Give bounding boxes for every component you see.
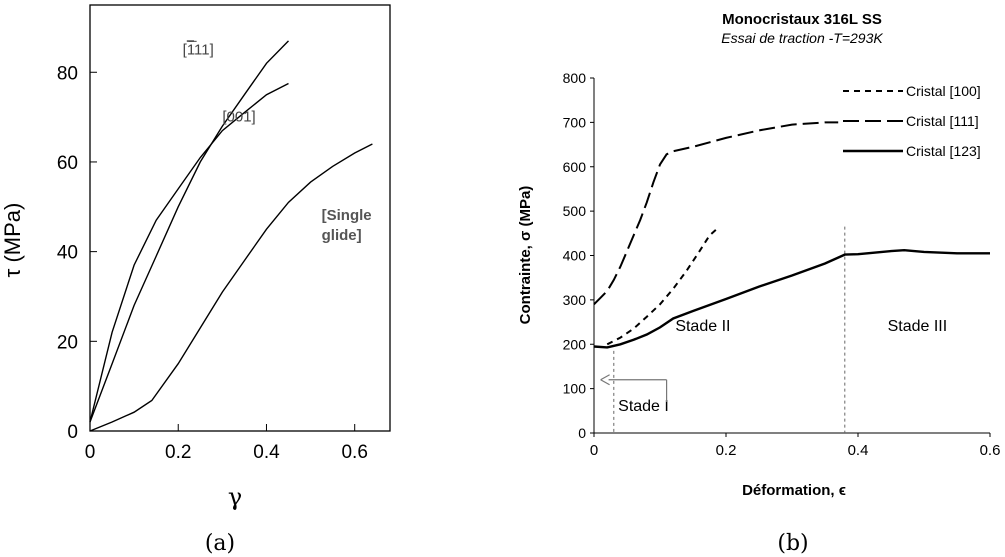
chart-b-legend: Cristal [100] Cristal [111] Cristal [123] bbox=[843, 83, 981, 159]
chart-b-stage-lines bbox=[613, 226, 846, 433]
chart-b-y-tick-label-0: 0 bbox=[578, 425, 586, 441]
chart-a-series-line-0 bbox=[89, 40, 289, 423]
chart-b-x-label: Déformation, ϵ bbox=[742, 482, 846, 499]
chart-a-y-ticks: 0 20 40 60 80 bbox=[57, 63, 97, 443]
chart-a-y-tick-label-0: 0 bbox=[67, 422, 78, 443]
chart-a: 0 0.2 0.4 0.6 0 20 40 60 80 [111] [001] [Single gl… bbox=[0, 4, 391, 556]
chart-a-y-tick-label-3: 60 bbox=[57, 153, 78, 174]
chart-a-x-ticks: 0 0.2 0.4 0.6 bbox=[85, 424, 368, 463]
chart-b-y-tick-label-3: 300 bbox=[563, 292, 587, 308]
panel-a-label: (a) bbox=[205, 531, 235, 556]
chart-b-arrow-head bbox=[600, 374, 610, 386]
chart-b-x-tick-label-0: 0 bbox=[590, 442, 598, 459]
chart-a-series-labels: [111] [001] [Single glide] bbox=[183, 40, 372, 244]
chart-b-y-ticks: 0 100 200 300 400 500 600 700 800 bbox=[563, 70, 594, 441]
chart-b-stage-i-arrow bbox=[600, 374, 668, 402]
chart-a-series-label-1: [001] bbox=[222, 109, 255, 126]
chart-a-series-line-1 bbox=[89, 82, 289, 423]
chart-a-x-label: γ bbox=[228, 483, 242, 511]
chart-b-y-tick-label-6: 600 bbox=[563, 159, 587, 175]
chart-b: Monocristaux 316L SS Essai de traction -… bbox=[517, 11, 1000, 556]
chart-b-y-tick-label-5: 500 bbox=[563, 203, 587, 219]
chart-b-x-ticks: 0 0.2 0.4 0.6 bbox=[590, 433, 1001, 459]
chart-a-y-tick-label-1: 20 bbox=[57, 332, 78, 353]
chart-b-legend-label-2: Cristal [123] bbox=[906, 143, 981, 159]
chart-b-annotation-2: Stade I bbox=[618, 398, 669, 415]
chart-a-series-line-2 bbox=[89, 143, 373, 432]
chart-b-series-line-2 bbox=[593, 248, 990, 349]
chart-a-y-tick-label-4: 80 bbox=[57, 63, 78, 84]
chart-a-series bbox=[89, 40, 373, 432]
chart-b-x-tick-label-2: 0.4 bbox=[848, 442, 869, 459]
chart-a-y-tick-label-2: 40 bbox=[57, 243, 78, 264]
chart-b-series-line-0 bbox=[606, 225, 721, 346]
chart-b-annotation-0: Stade II bbox=[675, 318, 730, 335]
chart-b-y-tick-label-4: 400 bbox=[563, 248, 587, 264]
chart-b-series-line-1 bbox=[593, 121, 839, 306]
chart-b-x-tick-label-3: 0.6 bbox=[980, 442, 1001, 459]
chart-b-x-tick-label-1: 0.2 bbox=[716, 442, 737, 459]
panel-b-label: (b) bbox=[777, 531, 808, 556]
chart-b-title: Monocristaux 316L SS bbox=[722, 11, 882, 28]
chart-b-y-tick-label-8: 800 bbox=[563, 70, 587, 86]
chart-b-annotation-1: Stade III bbox=[888, 318, 948, 335]
chart-b-y-label: Contrainte, σ (MPa) bbox=[517, 186, 534, 325]
chart-a-frame bbox=[89, 4, 391, 432]
chart-a-series-label-2: [Single glide] bbox=[322, 207, 372, 244]
chart-b-y-tick-label-1: 100 bbox=[563, 381, 587, 397]
chart-a-x-tick-label-1: 0.2 bbox=[165, 442, 191, 463]
chart-b-subtitle: Essai de traction -T=293K bbox=[721, 30, 883, 46]
chart-a-x-tick-label-2: 0.4 bbox=[253, 442, 280, 463]
chart-b-legend-label-0: Cristal [100] bbox=[906, 83, 981, 99]
chart-a-x-tick-label-0: 0 bbox=[85, 442, 96, 463]
chart-b-y-tick-label-2: 200 bbox=[563, 336, 587, 352]
chart-a-y-label: τ (MPa) bbox=[0, 203, 25, 278]
chart-b-annotations: Stade II Stade III Stade I bbox=[618, 318, 947, 415]
chart-b-series bbox=[593, 121, 990, 349]
chart-b-legend-label-1: Cristal [111] bbox=[906, 113, 979, 129]
chart-a-series-label-0: [111] bbox=[183, 41, 214, 58]
chart-b-y-tick-label-7: 700 bbox=[563, 114, 587, 130]
chart-a-x-tick-label-3: 0.6 bbox=[341, 442, 367, 463]
